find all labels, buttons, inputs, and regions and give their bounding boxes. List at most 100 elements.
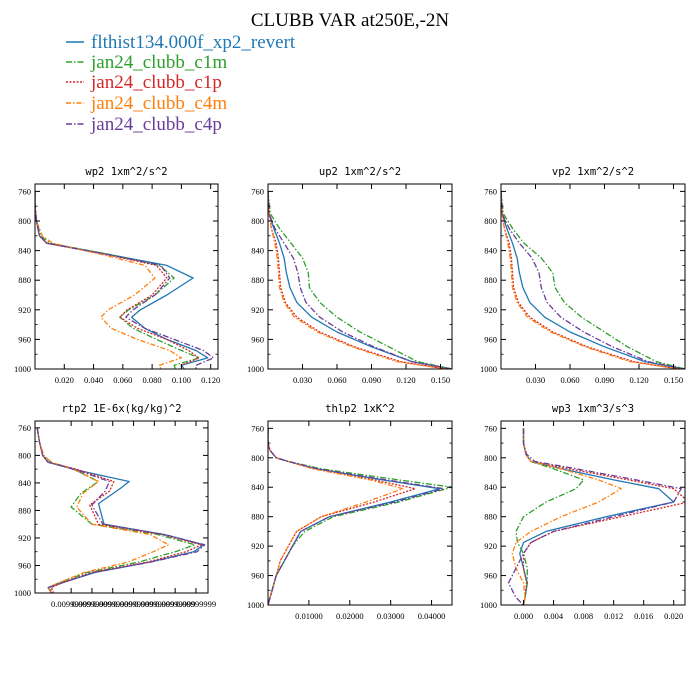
y-tick-label: 880	[484, 512, 497, 522]
y-tick-label: 880	[484, 275, 497, 285]
series-line-jan24_clubb_c4p	[268, 191, 452, 369]
series-line-jan24_clubb_c1p	[501, 191, 680, 369]
panel-grid: wp2 1xm^2/s^2 760 800 840 880 920 960 1000 0.020…	[14, 166, 686, 621]
x-tick-label: 0.080	[143, 375, 162, 385]
y-tick-label: 800	[18, 216, 31, 226]
x-tick-label: 0.060	[560, 375, 579, 385]
figure-title: CLUBB VAR at250E,-2N	[251, 10, 450, 31]
x-tick-label: 0.00999999	[72, 599, 112, 609]
panel-3: vp2 1xm^2/s^2 760 800 840 880 920 960 1000 0.030…	[480, 166, 686, 385]
y-tick-label: 840	[251, 482, 264, 492]
series-line-flthist134.000f_xp2_revert	[268, 191, 452, 369]
legend-entry: flthist134.000f_xp2_revert	[66, 32, 296, 53]
y-tick-label: 800	[18, 450, 31, 460]
y-tick-label: 840	[251, 246, 264, 256]
series-line-jan24_clubb_c1m	[268, 428, 452, 605]
series-group	[35, 191, 215, 369]
y-tick-label: 920	[484, 305, 497, 315]
y-tick-label: 880	[251, 512, 264, 522]
y-tick-label: 960	[484, 571, 497, 581]
panel-title: up2 1xm^2/s^2	[319, 166, 401, 178]
y-tick-label: 760	[484, 186, 497, 196]
x-tick-label: 0.120	[201, 375, 220, 385]
y-tick-label: 960	[484, 334, 497, 344]
x-tick-label: 0.090	[595, 375, 614, 385]
series-line-jan24_clubb_c4p	[268, 428, 445, 605]
y-tick-label: 840	[18, 246, 31, 256]
plot-frame	[267, 420, 453, 606]
y-tick-label: 800	[484, 216, 497, 226]
x-tick-label: 0.008	[574, 611, 593, 621]
x-tick-label: 0.150	[431, 375, 450, 385]
legend-label: flthist134.000f_xp2_revert	[91, 32, 296, 53]
series-line-jan24_clubb_c4m	[501, 191, 680, 369]
y-tick-label: 880	[251, 275, 264, 285]
x-tick-label: 0.00999999	[155, 599, 195, 609]
x-tick-label: 0.012	[604, 611, 623, 621]
panel-4: rtp2 1E-6x(kg/kg)^2 760 800 840 880 920 960 100…	[14, 403, 216, 609]
y-tick-label: 920	[18, 305, 31, 315]
y-tick-label: 880	[18, 275, 31, 285]
x-tick-label: 0.120	[629, 375, 648, 385]
plot-frame	[34, 183, 219, 370]
series-line-flthist134.000f_xp2_revert	[501, 191, 685, 369]
plot-frame	[34, 420, 209, 594]
series-line-jan24_clubb_c1p	[268, 428, 416, 605]
y-tick-label: 920	[251, 305, 264, 315]
y-tick-label: 760	[251, 186, 264, 196]
y-tick-label: 920	[484, 541, 497, 551]
y-tick-label: 1000	[480, 600, 497, 610]
series-line-jan24_clubb_c1p	[522, 428, 685, 605]
series-line-jan24_clubb_c4m	[268, 191, 447, 369]
series-line-jan24_clubb_c4m	[268, 428, 404, 605]
y-tick-label: 960	[251, 334, 264, 344]
series-line-jan24_clubb_c1m	[268, 191, 452, 369]
x-tick-label: 0.00999999	[51, 599, 91, 609]
series-group	[268, 191, 452, 369]
legend-label: jan24_clubb_c1p	[90, 72, 222, 93]
legend-entry: jan24_clubb_c4p	[66, 114, 222, 135]
x-tick-label: 0.00999999	[134, 599, 174, 609]
y-tick-label: 840	[484, 482, 497, 492]
panel-5: thlp2 1xK^2 760 800 840 880 920 960 1000 0.01000…	[247, 403, 453, 621]
x-tick-label: 0.016	[634, 611, 653, 621]
panel-title: thlp2 1xK^2	[325, 403, 395, 415]
x-tick-label: 0.060	[113, 375, 132, 385]
y-tick-label: 960	[251, 571, 264, 581]
y-tick-label: 1000	[14, 588, 31, 598]
series-line-jan24_clubb_c4p	[36, 427, 206, 593]
y-tick-label: 920	[18, 533, 31, 543]
series-line-jan24_clubb_c4m	[35, 191, 183, 369]
x-tick-label: 0.120	[396, 375, 415, 385]
x-tick-label: 0.00999999	[113, 599, 153, 609]
legend: flthist134.000f_xp2_revert jan24_clubb_c…	[66, 32, 296, 135]
series-group	[268, 428, 452, 605]
legend-label: jan24_clubb_c4p	[90, 114, 222, 135]
x-tick-label: 0.030	[526, 375, 545, 385]
y-tick-label: 800	[484, 453, 497, 463]
legend-entry: jan24_clubb_c1m	[66, 52, 227, 73]
series-line-jan24_clubb_c4p	[501, 191, 685, 369]
series-line-flthist134.000f_xp2_revert	[519, 428, 675, 605]
legend-label: jan24_clubb_c4m	[90, 93, 227, 114]
y-tick-label: 760	[484, 423, 497, 433]
x-tick-label: 0.01000	[295, 611, 323, 621]
series-line-flthist134.000f_xp2_revert	[268, 428, 441, 605]
panel-title: rtp2 1E-6x(kg/kg)^2	[61, 403, 181, 415]
y-tick-label: 760	[18, 423, 31, 433]
y-tick-label: 800	[251, 453, 264, 463]
y-tick-label: 1000	[480, 364, 497, 374]
series-line-jan24_clubb_c4p	[507, 428, 682, 605]
x-tick-label: 0.03000	[377, 611, 405, 621]
panel-title: vp2 1xm^2/s^2	[552, 166, 634, 178]
x-tick-label: 0.000	[514, 611, 533, 621]
y-tick-label: 960	[18, 560, 31, 570]
panel-title: wp2 1xm^2/s^2	[85, 166, 167, 178]
plot-frame	[500, 420, 686, 606]
x-tick-label: 0.00999999	[176, 599, 216, 609]
series-line-jan24_clubb_c1m	[501, 191, 685, 369]
y-tick-label: 800	[251, 216, 264, 226]
x-tick-label: 0.00999999	[93, 599, 133, 609]
y-tick-label: 840	[484, 246, 497, 256]
